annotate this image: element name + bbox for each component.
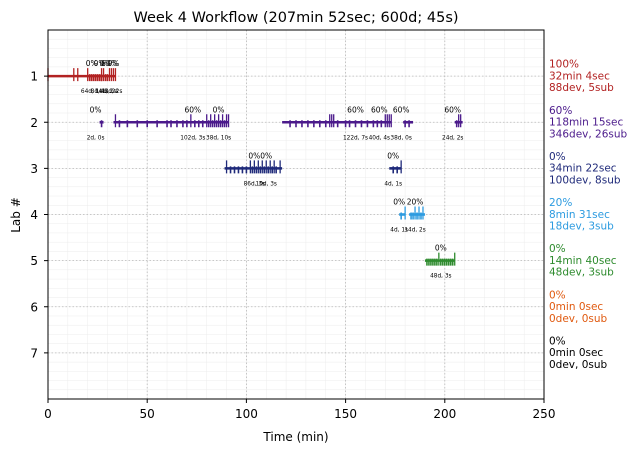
- lane-summary-line: 14min 40sec: [549, 255, 617, 267]
- lane-summary-line: 8min 31sec: [549, 209, 610, 221]
- annotation-info: 2d, 2s: [105, 89, 123, 95]
- y-tick-label: 1: [30, 70, 38, 84]
- annotation-info: 8d, 1s: [91, 89, 109, 95]
- annotation-percent: 0%: [90, 105, 102, 114]
- annotation-info: 10d, 3s: [256, 181, 277, 187]
- lane-summary-line: 34min 22sec: [549, 163, 617, 175]
- grid: [47, 30, 545, 399]
- annotation-percent: 60%: [347, 105, 364, 114]
- annotation-percent: 20%: [407, 198, 424, 207]
- annotation-info: 40d, 4s: [369, 135, 390, 141]
- x-tick-label: 50: [140, 407, 155, 421]
- y-tick-label: 6: [30, 300, 38, 314]
- x-tick-label: 0: [44, 407, 52, 421]
- annotation-info: 14d, 2s: [404, 228, 425, 234]
- lane-summary-line: 0min 0sec: [549, 347, 603, 359]
- plot-data: 0% 64d, 1s 0% 8d, 1s 0% 14d, 2s 60% 4d, 2s 0% 2d,…: [47, 59, 463, 280]
- lane-summary-line: 100dev, 8sub: [549, 174, 621, 186]
- x-tick-label: 250: [533, 407, 556, 421]
- annotation-percent: 0%: [100, 59, 112, 68]
- chart-title: Week 4 Workflow (207min 52sec; 600d; 45s…: [133, 10, 458, 26]
- annotation-percent: 0%: [86, 59, 98, 68]
- annotation-percent: 60%: [101, 59, 118, 68]
- y-axis-label: Lab #: [9, 197, 23, 233]
- annotation-info: 122d, 7s: [343, 135, 368, 141]
- annotation-info: 24d, 2s: [442, 135, 463, 141]
- y-tick-label: 5: [30, 254, 38, 268]
- lane-summary-line: 0dev, 0sub: [549, 359, 608, 371]
- lane-summary-line: 0%: [549, 335, 566, 347]
- annotation-info: 4d, 1s: [390, 228, 408, 234]
- annotation-percent: 60%: [393, 105, 410, 114]
- x-tick-label: 100: [235, 407, 258, 421]
- y-tick-label: 3: [30, 162, 38, 176]
- annotation-percent: 0%: [393, 198, 405, 207]
- y-tick-label: 4: [30, 208, 38, 222]
- lane-summary-line: 100%: [549, 59, 579, 71]
- x-axis-label: Time (min): [262, 430, 328, 444]
- lane-summary-line: 32min 4sec: [549, 70, 610, 82]
- annotation-percent: 0%: [213, 105, 225, 114]
- annotation-percent: 0%: [435, 244, 447, 253]
- annotation-percent: 0%: [387, 151, 399, 160]
- annotation-info: 14d, 2s: [95, 89, 116, 95]
- annotation-info: 4d, 2s: [101, 89, 119, 95]
- lane-summary-line: 0%: [549, 151, 566, 163]
- annotation-info: 4d, 1s: [384, 181, 402, 187]
- lane-summary-line: 18dev, 3sub: [549, 221, 614, 233]
- lane-summary-line: 20%: [549, 197, 572, 209]
- annotation-percent: 0%: [94, 59, 106, 68]
- lane-summary-line: 346dev, 26sub: [549, 128, 628, 140]
- annotation-percent: 60%: [184, 105, 201, 114]
- axes: 0 50 100 150 200 250 1 2 3 4 5 6 7: [30, 70, 555, 421]
- x-tick-label: 150: [334, 407, 357, 421]
- annotation-info: 86d, 3s: [244, 181, 265, 187]
- annotation-percent: 0%: [108, 59, 120, 68]
- lane-summary-line: 0dev, 0sub: [549, 313, 608, 325]
- y-tick-label: 2: [30, 116, 38, 130]
- y-tick-label: 7: [30, 346, 38, 360]
- annotation-info: 38d, 0s: [390, 135, 411, 141]
- annotation-info: 48d, 3s: [430, 274, 451, 280]
- annotation-percent: 0%: [260, 151, 272, 160]
- annotation-info: 102d, 3s: [180, 135, 205, 141]
- annotation-info: 2d, 0s: [87, 135, 105, 141]
- x-tick-label: 200: [433, 407, 456, 421]
- annotation-info: 38d, 10s: [206, 135, 231, 141]
- lane-summary-line: 118min 15sec: [549, 117, 623, 129]
- annotation-info: 64d, 1s: [81, 89, 102, 95]
- lane-summary-line: 88dev, 5sub: [549, 82, 614, 94]
- lane-summary-line: 0min 0sec: [549, 301, 603, 313]
- annotation-percent: 0%: [248, 151, 260, 160]
- lane-summary-line: 48dev, 3sub: [549, 267, 614, 279]
- annotation-percent: 60%: [371, 105, 388, 114]
- lane-summary-line: 0%: [549, 243, 566, 255]
- lane-summary-line: 0%: [549, 289, 566, 301]
- lane-summary-line: 60%: [549, 105, 572, 117]
- annotation-percent: 60%: [444, 105, 461, 114]
